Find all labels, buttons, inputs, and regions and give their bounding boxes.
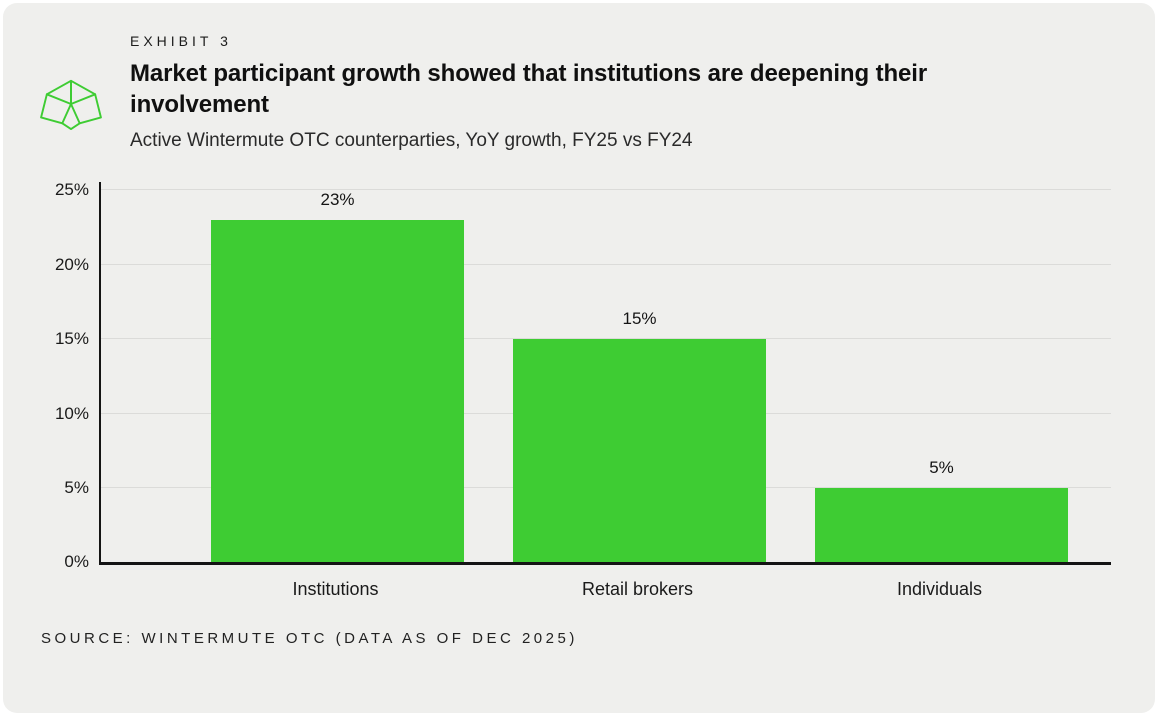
gridline <box>101 338 1111 340</box>
y-tick-label: 5% <box>64 478 89 498</box>
y-tick-label: 20% <box>54 254 89 274</box>
x-category-label: Retail brokers <box>581 579 694 600</box>
x-category-label: Individuals <box>896 579 983 600</box>
bar-value-label: 23% <box>320 190 355 210</box>
gridline <box>101 189 1111 191</box>
bar-individuals: 5% <box>815 458 1068 563</box>
header-text: EXHIBIT 3 Market participant growth show… <box>130 33 1115 152</box>
bar-value-label: 15% <box>622 309 657 329</box>
bar-chart: 0% 5% 10% 15% 20% 25% 23% 15% 5% Institutions Re… <box>41 180 1111 600</box>
bar-institutions: 23% <box>211 190 464 563</box>
wintermute-logo-icon <box>39 75 103 131</box>
gridline <box>101 263 1111 265</box>
exhibit-label: EXHIBIT 3 <box>130 33 232 49</box>
header: EXHIBIT 3 Market participant growth show… <box>3 3 1155 152</box>
bar-value-label: 5% <box>929 458 954 478</box>
bars: 23% 15% 5% <box>101 190 1111 563</box>
y-tick-label: 0% <box>64 552 89 572</box>
y-tick-label: 25% <box>54 180 89 200</box>
x-axis-labels: Institutions Retail brokers Individuals <box>99 579 1111 600</box>
y-axis-labels: 0% 5% 10% 15% 20% 25% <box>41 180 99 571</box>
bar-retail-brokers: 15% <box>513 309 766 563</box>
y-tick-label: 15% <box>54 329 89 349</box>
x-category-label: Institutions <box>292 579 379 600</box>
y-tick-label: 10% <box>54 403 89 423</box>
source-text: SOURCE: WINTERMUTE OTC (DATA AS OF DEC 2… <box>41 630 578 648</box>
chart-subtitle: Active Wintermute OTC counterparties, Yo… <box>130 130 693 152</box>
chart-title: Market participant growth showed that in… <box>130 60 928 118</box>
plot-area: 23% 15% 5% <box>99 182 1111 566</box>
exhibit-panel: EXHIBIT 3 Market participant growth show… <box>3 3 1155 713</box>
